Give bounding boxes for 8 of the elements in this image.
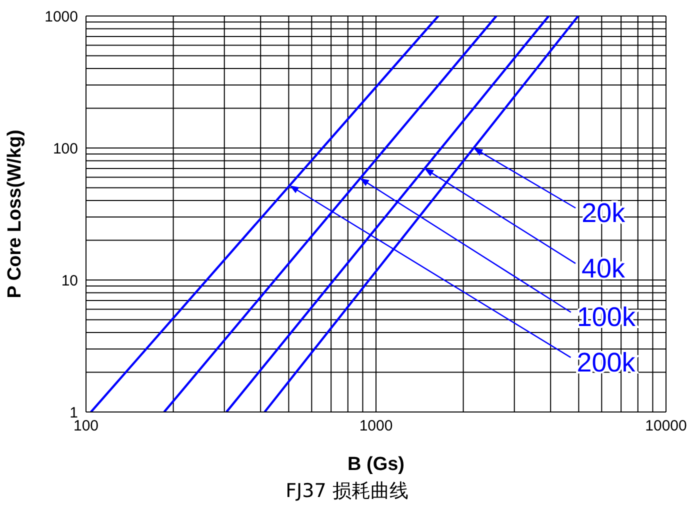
text: FJ37 损耗曲线 xyxy=(284,479,410,504)
x-tick-label: 1000 xyxy=(359,418,393,435)
y-axis-title: P Core Loss(W/kg) xyxy=(4,130,26,298)
x-tick-label: 10000 xyxy=(645,418,687,435)
y-tick-label: 100 xyxy=(52,140,78,158)
y-tick-label: 10 xyxy=(61,272,78,290)
x-axis-title: B (Gs) xyxy=(348,454,404,475)
y-tick-label: 1000 xyxy=(44,8,78,26)
